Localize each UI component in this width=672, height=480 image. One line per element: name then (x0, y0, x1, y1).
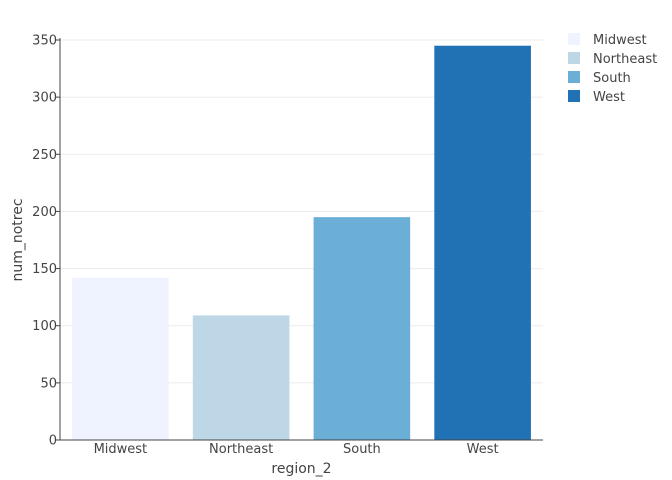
bar-west[interactable] (434, 45, 531, 440)
y-axis-title: num_notrec (10, 198, 26, 281)
legend-label: Midwest (593, 33, 647, 48)
y-tick-label: 300 (32, 91, 57, 106)
legend[interactable]: Midwest Northeast South West (568, 33, 657, 105)
x-tick-label: Midwest (94, 442, 148, 457)
legend-swatch (568, 33, 580, 45)
x-tick-label: West (467, 442, 499, 457)
bar-northeast[interactable] (192, 315, 290, 440)
legend-item-west[interactable]: West (568, 90, 625, 105)
legend-swatch (568, 52, 580, 64)
bar-midwest[interactable] (72, 277, 169, 440)
legend-item-northeast[interactable]: Northeast (568, 52, 657, 67)
y-tick-label: 50 (40, 376, 57, 391)
legend-label: West (593, 90, 625, 105)
x-tick-label: Northeast (209, 442, 273, 457)
y-tick-label: 0 (49, 434, 57, 449)
y-tick-label: 250 (32, 148, 57, 163)
bar-south[interactable] (313, 217, 411, 440)
y-tick-label: 200 (32, 205, 57, 220)
legend-item-midwest[interactable]: Midwest (568, 33, 647, 48)
legend-label: South (593, 71, 631, 86)
y-tick-label: 350 (32, 34, 57, 49)
axes: 0 50 100 150 200 250 300 350 Midwest Northeast Sou… (32, 34, 543, 457)
y-tick-label: 100 (32, 319, 57, 334)
legend-label: Northeast (593, 52, 657, 67)
x-axis-title: region_2 (271, 461, 331, 477)
x-tick-label: South (343, 442, 381, 457)
legend-swatch (568, 71, 580, 83)
bars (72, 45, 531, 440)
legend-item-south[interactable]: South (568, 71, 631, 86)
y-tick-label: 150 (32, 262, 57, 277)
legend-swatch (568, 90, 580, 102)
